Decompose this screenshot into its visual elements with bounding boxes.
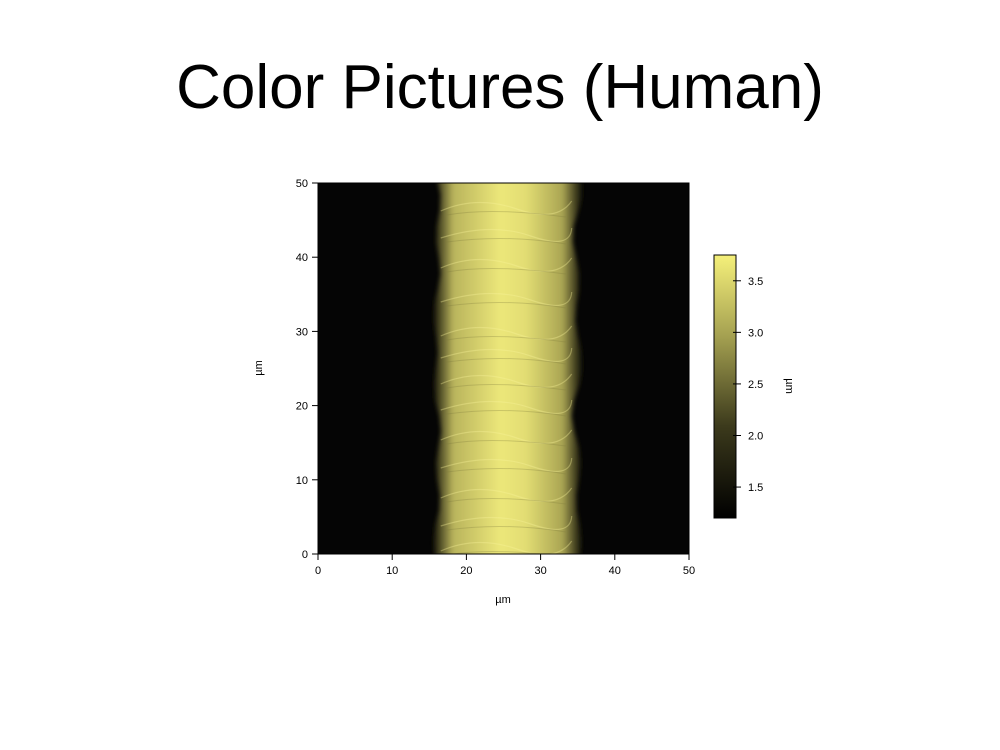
colorbar <box>713 254 737 519</box>
colorbar-tick-label: 3.5 <box>748 276 763 288</box>
cuticle-scale-edge <box>440 540 573 554</box>
cuticle-scale-edge <box>440 457 573 473</box>
cuticle-scale-shadow <box>446 467 566 475</box>
cuticle-scale-edge <box>440 200 573 215</box>
y-tick-label: 10 <box>296 475 308 487</box>
y-axis-label: µm <box>253 360 265 376</box>
cuticle-scale-edge <box>440 291 573 307</box>
x-tick-label: 0 <box>315 565 321 577</box>
x-axis-label: µm <box>495 594 511 606</box>
colorbar-label: µm <box>783 378 795 394</box>
cuticle-scale-edge <box>440 515 573 531</box>
colorbar-tick-label: 3.0 <box>748 327 763 339</box>
y-tick-label: 40 <box>296 252 308 264</box>
y-axis: 0 10 20 30 40 50 <box>296 178 318 561</box>
cuticle-scale-edge <box>440 399 573 415</box>
colorbar-tick-label: 2.0 <box>748 430 763 442</box>
cuticle-scale-shadow <box>446 439 566 447</box>
colorbar-axis: 1.5 2.0 2.5 3.0 3.5 <box>733 276 763 494</box>
x-tick-label: 40 <box>609 565 621 577</box>
cuticle-scale-shadow <box>446 497 566 505</box>
plot-frame <box>317 182 690 555</box>
x-tick-label: 30 <box>534 565 546 577</box>
x-tick-label: 20 <box>460 565 472 577</box>
cuticle-scale-shadow <box>446 335 566 343</box>
cuticle-scale-edge <box>440 373 573 388</box>
cuticle-scale-shadow <box>446 409 566 417</box>
cuticle-scale-shadow <box>446 301 566 309</box>
slide-title: Color Pictures (Human) <box>176 53 824 122</box>
colorbar-tick-label: 1.5 <box>748 482 763 494</box>
x-tick-label: 50 <box>683 565 695 577</box>
y-tick-label: 20 <box>296 401 308 413</box>
y-tick-label: 50 <box>296 178 308 190</box>
cuticle-scale-edge <box>440 227 573 243</box>
cuticle-scale-shadow <box>446 357 566 365</box>
cuticle-scale-edge <box>440 257 573 272</box>
cuticle-scale-edge <box>440 429 573 444</box>
heatmap-fiber-band <box>432 183 584 554</box>
cuticle-scale-edge <box>440 325 573 340</box>
fiber-band-shape <box>432 183 584 554</box>
cuticle-scale-shadow <box>446 237 566 245</box>
cuticle-scale-edge <box>440 347 573 363</box>
cuticle-scale-shadow <box>446 525 566 533</box>
cuticle-scale-edge <box>440 487 573 502</box>
x-axis: 0 10 20 30 40 50 <box>315 554 695 577</box>
cuticle-scale-shadow <box>446 210 566 218</box>
cuticle-scale-shadow <box>446 267 566 275</box>
x-tick-label: 10 <box>386 565 398 577</box>
y-tick-label: 30 <box>296 326 308 338</box>
colorbar-tick-label: 2.5 <box>748 379 763 391</box>
y-tick-label: 0 <box>302 549 308 561</box>
cuticle-scale-shadow <box>446 383 566 391</box>
